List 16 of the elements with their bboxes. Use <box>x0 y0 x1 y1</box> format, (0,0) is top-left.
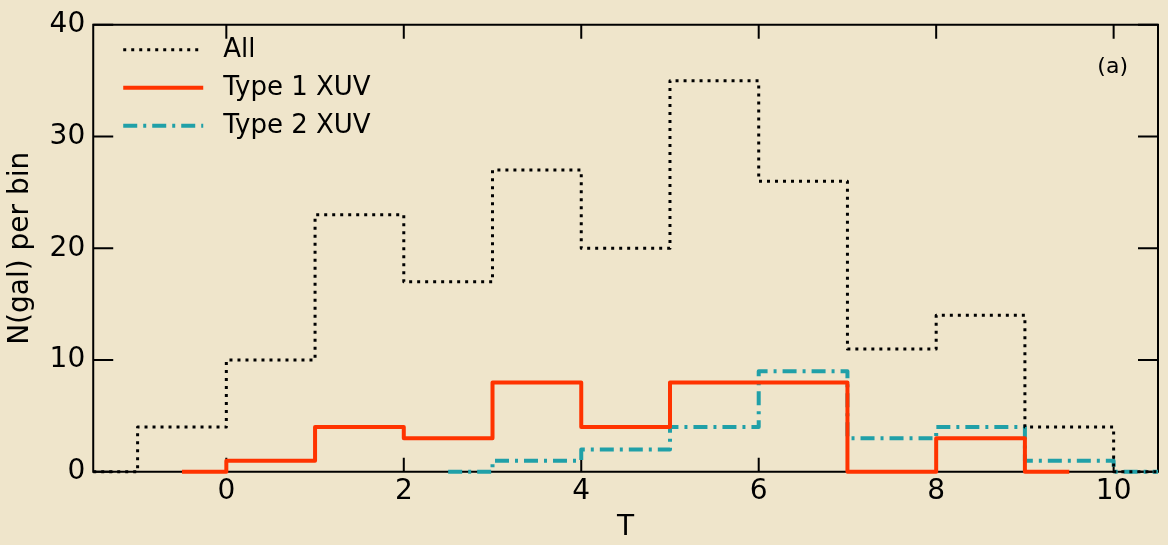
x-tick-label: 2 <box>394 472 413 506</box>
x-tick-label: 8 <box>927 472 946 506</box>
legend-label: Type 1 XUV <box>222 70 371 101</box>
y-tick-label: 20 <box>49 229 86 263</box>
y-tick-label: 40 <box>49 6 86 40</box>
legend-label: Type 2 XUV <box>222 108 371 139</box>
y-axis-title: N(gal) per bin <box>2 151 36 345</box>
x-tick-label: 0 <box>217 472 236 506</box>
annotation: (a) <box>1097 52 1128 78</box>
y-tick-label: 10 <box>49 341 86 375</box>
x-tick-label: 10 <box>1095 472 1132 506</box>
x-axis-title: T <box>616 509 636 543</box>
x-tick-label: 6 <box>749 472 768 506</box>
legend-label: All <box>223 32 256 63</box>
y-tick-label: 30 <box>49 117 86 151</box>
x-tick-label: 4 <box>572 472 591 506</box>
